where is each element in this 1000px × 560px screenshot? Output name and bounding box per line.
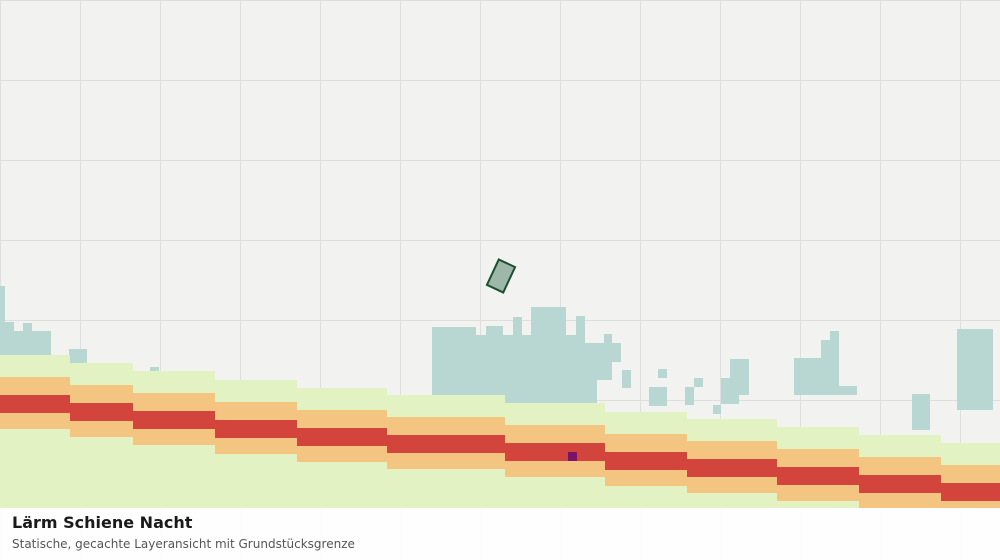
noise-zone-very-high [0,395,1000,501]
caption-panel [0,508,1000,560]
layer-title: Lärm Schiene Nacht [12,513,193,532]
noise-bands [0,355,1000,508]
layer-subtitle: Statische, gecachte Layeransicht mit Gru… [12,537,355,551]
hotspot-marker [568,452,577,461]
parcel-boundary[interactable] [485,258,517,294]
